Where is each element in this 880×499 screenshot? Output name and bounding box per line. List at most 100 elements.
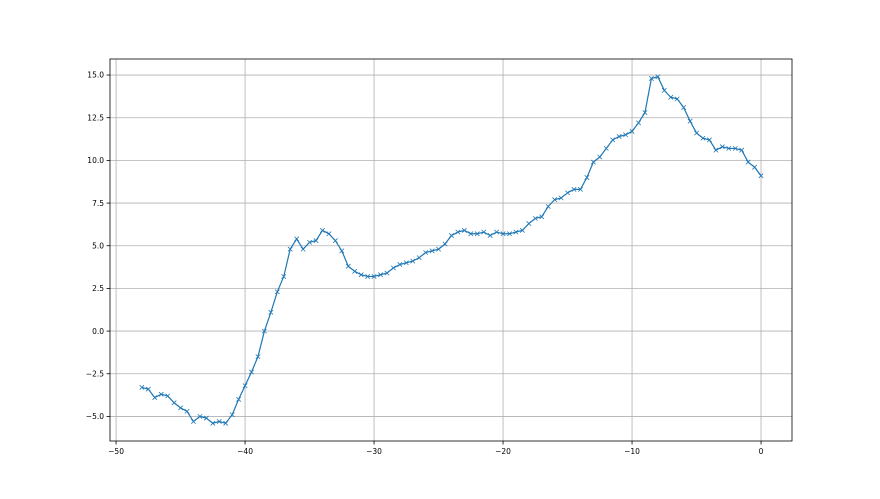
x-tick-label: −30 (366, 447, 382, 456)
data-point-marker (752, 164, 758, 170)
data-point-marker (210, 420, 216, 426)
data-point-marker (545, 203, 551, 209)
data-point-marker (726, 145, 732, 151)
data-point-marker (558, 195, 564, 201)
data-point-marker (378, 272, 383, 278)
data-point-marker (448, 233, 454, 238)
data-point-marker (513, 229, 519, 235)
data-point-marker (681, 104, 687, 110)
y-tick-label: −2.5 (86, 369, 104, 378)
data-point-marker (526, 221, 532, 227)
data-point-marker (371, 273, 377, 279)
data-point-marker (436, 246, 442, 252)
y-tick-label: 15.0 (87, 71, 104, 80)
data-point-marker (223, 420, 229, 426)
x-tick-label: 0 (759, 447, 764, 456)
data-point-marker (416, 255, 422, 261)
data-point-marker (423, 250, 429, 256)
data-point-marker (152, 395, 158, 401)
data-point-marker (319, 227, 325, 233)
ticks: −50 −40 −30 −20 −10 0 −5.0 −2.5 0.0 2.5 5.0 7.5 10.0… (86, 71, 764, 456)
data-point-marker (216, 419, 222, 425)
data-point-marker (758, 173, 764, 179)
data-point-marker (274, 289, 280, 295)
data-point-marker (158, 391, 164, 397)
data-point-marker (661, 87, 667, 93)
data-point-marker (429, 248, 435, 254)
x-tick-label: −10 (624, 447, 640, 456)
data-point-marker (719, 144, 725, 150)
data-point-marker (184, 408, 190, 414)
data-point-marker (706, 137, 712, 143)
data-point-marker (326, 231, 332, 237)
data-point-marker (190, 419, 196, 425)
axes-frame (109, 58, 793, 442)
data-point-marker (145, 386, 151, 392)
y-tick-label: 2.5 (92, 284, 104, 293)
data-point-marker (507, 231, 512, 237)
data-point-marker (577, 186, 583, 192)
data-point-marker (442, 241, 448, 247)
data-point-marker (365, 273, 371, 279)
data-point-marker (229, 412, 235, 418)
data-point-marker (178, 405, 184, 411)
data-point-marker (648, 75, 654, 81)
data-point-marker (610, 137, 616, 143)
data-point-marker (397, 262, 403, 267)
series (139, 74, 764, 426)
series-line (141, 76, 762, 424)
data-point-marker (236, 396, 242, 402)
data-point-marker (603, 145, 609, 151)
data-point-marker (287, 246, 293, 252)
data-point-marker (139, 384, 145, 390)
data-point-marker (571, 186, 577, 192)
data-point-marker (732, 145, 738, 151)
data-point-marker (565, 190, 571, 196)
data-point-marker (494, 229, 500, 235)
data-point-marker (339, 248, 345, 254)
data-point-marker (519, 227, 525, 233)
data-point-marker (197, 413, 203, 419)
data-point-marker (668, 94, 674, 100)
data-point-marker (584, 174, 590, 180)
data-point-marker (203, 415, 209, 421)
data-point-marker (597, 154, 603, 160)
data-point-marker (307, 239, 313, 245)
data-point-marker (403, 260, 409, 266)
data-point-marker (629, 128, 635, 134)
data-point-marker (390, 265, 396, 271)
data-point-marker (294, 236, 300, 242)
data-point-marker (481, 229, 487, 235)
data-point-marker (655, 74, 661, 80)
data-point-marker (313, 238, 319, 244)
y-tick-label: 0.0 (92, 327, 104, 336)
data-point-marker (345, 263, 351, 269)
data-point-marker (700, 135, 706, 141)
data-point-marker (745, 159, 751, 165)
data-point-marker (242, 383, 248, 389)
data-point-marker (261, 328, 267, 334)
data-point-marker (674, 96, 680, 102)
data-point-marker (384, 270, 390, 276)
data-point-marker (539, 214, 545, 220)
data-point-marker (165, 393, 171, 399)
data-point-marker (552, 197, 558, 203)
data-point-marker (171, 400, 177, 406)
data-point-marker (300, 246, 306, 252)
data-point-marker (623, 132, 629, 138)
data-point-marker (268, 309, 274, 315)
data-point-marker (687, 118, 693, 124)
data-point-marker (281, 273, 287, 279)
data-point-marker (332, 238, 338, 244)
data-point-marker (468, 231, 474, 237)
data-point-marker (249, 369, 254, 375)
data-point-marker (642, 110, 648, 116)
data-point-marker (500, 231, 506, 237)
y-tick-label: 10.0 (87, 156, 104, 165)
data-point-marker (532, 215, 538, 221)
data-point-marker (474, 231, 480, 237)
data-point-marker (352, 268, 358, 274)
data-point-marker (410, 258, 416, 264)
data-point-marker (713, 147, 719, 153)
